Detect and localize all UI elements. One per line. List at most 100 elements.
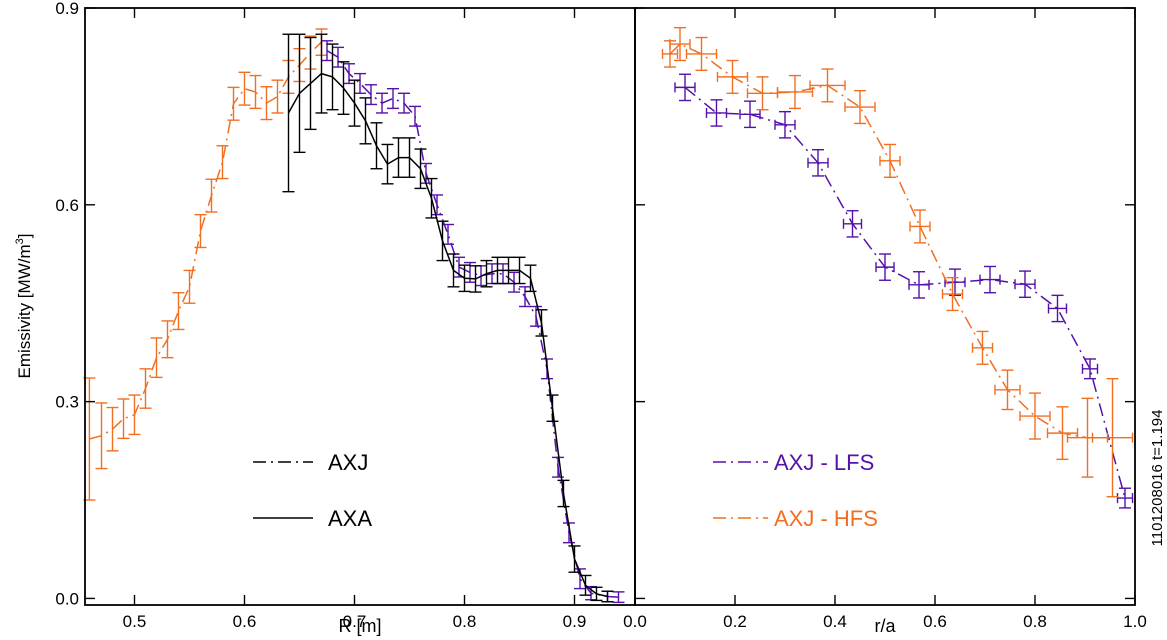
left-series-2-point: [414, 148, 427, 190]
shot-time-annotation: 1101208016 t=1.194: [1149, 410, 1166, 547]
left-series-2-point: [579, 574, 592, 596]
right-series-0-point: [774, 110, 796, 139]
right-x-tick-label: 0.2: [723, 612, 747, 631]
left-series-2-point: [546, 394, 559, 423]
left-series-0-point: [227, 86, 240, 121]
left-series-2-point: [513, 256, 526, 285]
left-series-2-point: [403, 137, 416, 178]
left-series-2-point: [392, 137, 405, 178]
right-series-0-point: [674, 73, 696, 102]
left-x-tick-label: 0.9: [563, 612, 587, 631]
left-x-tick-label: 0.8: [453, 612, 477, 631]
right-legend: AXJ - LFS AXJ - HFS: [713, 450, 878, 531]
left-series-1-point: [552, 456, 564, 478]
right-panel: 0.0 0.2 0.4 0.6 0.8 1.0 AXJ - LFS AXJ - HFS r…: [623, 7, 1147, 636]
right-series-1-point: [844, 89, 876, 125]
left-series-1-point: [497, 263, 509, 285]
right-series-0-point: [842, 210, 863, 238]
left-series-2-point: [370, 122, 383, 170]
y-axis-label: Emissivity [MW/m3]: [14, 234, 34, 379]
left-series-0-line: [89, 41, 323, 440]
left-series-0-point: [216, 145, 229, 180]
left-series-0-point: [95, 402, 108, 470]
left-series-0-point: [139, 368, 152, 409]
right-series-1-point: [971, 330, 994, 365]
left-y-tick-label: 0.9: [55, 0, 79, 18]
left-series-2-point: [458, 264, 471, 293]
left-series-1-point: [409, 105, 421, 127]
right-series-1-point: [716, 59, 749, 94]
left-series-0-point: [271, 79, 284, 114]
left-series-2-point: [601, 590, 614, 603]
left-series-2-point: [447, 253, 460, 288]
legend-label-hfs: AXJ - HFS: [774, 506, 878, 531]
right-series-0-line: [684, 86, 1126, 499]
left-series-1-point: [365, 84, 377, 106]
left-series-2-point: [568, 545, 581, 573]
right-x-tick-label: 0.0: [623, 612, 647, 631]
right-x-tick-label: 0.8: [1023, 612, 1047, 631]
left-series-2-point: [469, 265, 482, 293]
left-x-axis-label: R [m]: [339, 616, 382, 636]
right-plot-marks: [661, 26, 1134, 509]
right-series-1-point: [809, 68, 846, 103]
left-series-0-point: [128, 394, 141, 436]
left-series-1-point: [431, 194, 443, 216]
left-y-tick-label: 0.3: [55, 393, 79, 412]
left-plot-marks: [83, 28, 625, 604]
right-series-0-point: [807, 149, 829, 177]
left-series-2-point: [359, 97, 372, 145]
legend-label-lfs: AXJ - LFS: [774, 450, 874, 475]
left-series-1-point: [354, 72, 366, 94]
left-series-0-point: [150, 337, 163, 379]
right-series-1-point: [879, 143, 901, 178]
right-x-axis-label: r/a: [874, 616, 896, 636]
left-series-1-point: [376, 92, 388, 114]
left-series-0-point: [161, 320, 174, 359]
right-series-0-point: [1047, 294, 1068, 323]
left-series-0-point: [194, 213, 207, 249]
y-axis-label-end: ]: [15, 234, 34, 239]
right-series-1-point: [776, 74, 814, 110]
right-series-0-point: [1081, 358, 1099, 380]
left-series-2-point: [348, 79, 361, 127]
left-panel: 0.5 0.6 0.7 0.8 0.9 0.0 0.3 0.6 0.9 AXJ AXA R [m…: [14, 0, 636, 636]
left-series-0-point: [172, 292, 185, 331]
right-series-0-point: [1014, 270, 1036, 299]
left-series-1-point: [612, 591, 625, 604]
left-x-tick-label: 0.6: [233, 612, 257, 631]
right-axis-ticks: 0.0 0.2 0.4 0.6 0.8 1.0: [623, 7, 1147, 631]
left-series-1-point: [519, 286, 531, 308]
left-series-1-point: [442, 223, 454, 245]
left-series-2-point: [326, 43, 339, 111]
right-series-0-point: [739, 100, 761, 129]
right-series-1-point: [669, 26, 691, 62]
left-series-1-point: [332, 46, 344, 68]
right-series-1-point: [1019, 392, 1051, 440]
left-series-2-point: [590, 586, 603, 602]
right-series-0-point: [1116, 487, 1134, 509]
left-series-2-point: [436, 220, 449, 262]
left-series-2-point: [524, 264, 537, 293]
right-x-tick-label: 0.4: [823, 612, 847, 631]
left-series-2-point: [557, 479, 570, 508]
right-plot-frame: [634, 7, 1136, 606]
right-series-1-point: [994, 369, 1021, 411]
y-axis-label-superscript: 3: [14, 238, 26, 244]
right-x-tick-label: 0.6: [923, 612, 947, 631]
right-series-1-line: [669, 43, 1113, 439]
right-series-1-point: [1046, 406, 1079, 461]
left-series-2-point: [315, 33, 328, 114]
left-series-2-point: [502, 256, 515, 285]
left-x-tick-label: 0.7: [343, 612, 367, 631]
left-series-0-point: [249, 74, 262, 110]
left-legend: AXJ AXA: [253, 450, 372, 531]
right-series-1-point: [746, 76, 779, 111]
left-y-tick-label: 0.0: [55, 589, 79, 608]
left-series-0-point: [183, 269, 196, 304]
left-series-0-point: [260, 86, 273, 121]
left-series-0-point: [205, 178, 218, 213]
right-series-0-point: [908, 271, 930, 299]
left-series-1-point: [387, 87, 399, 110]
